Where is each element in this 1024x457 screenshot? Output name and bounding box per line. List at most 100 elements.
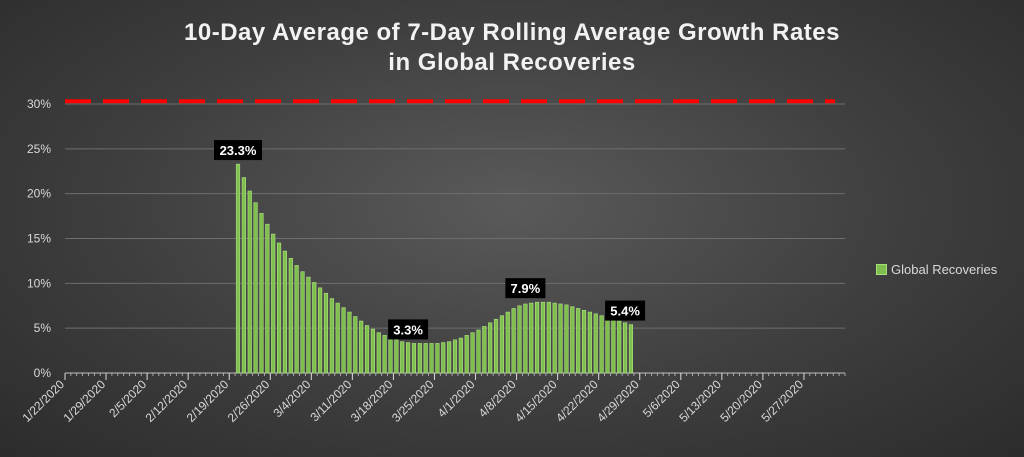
- bar[interactable]: [288, 257, 293, 374]
- y-tick-label: 25%: [27, 142, 51, 156]
- bar[interactable]: [447, 341, 452, 374]
- bar[interactable]: [423, 343, 428, 374]
- bar[interactable]: [364, 325, 370, 374]
- bar[interactable]: [271, 233, 276, 374]
- y-tick-label: 5%: [34, 321, 52, 335]
- bar[interactable]: [576, 308, 581, 374]
- bar[interactable]: [623, 322, 628, 374]
- bar[interactable]: [605, 317, 610, 374]
- bar[interactable]: [306, 276, 311, 374]
- legend[interactable]: Global Recoveries: [876, 262, 997, 277]
- bar[interactable]: [493, 318, 499, 374]
- bar[interactable]: [552, 302, 557, 374]
- bar[interactable]: [570, 306, 575, 374]
- x-tick-label: 5/20/2020: [717, 377, 765, 425]
- bar[interactable]: [247, 190, 252, 374]
- x-tick-label: 4/1/2020: [435, 377, 478, 420]
- data-label-box: [505, 278, 546, 299]
- bar[interactable]: [476, 329, 481, 374]
- bar[interactable]: [411, 343, 417, 374]
- x-tick-label: 3/11/2020: [307, 377, 354, 424]
- bar[interactable]: [593, 313, 598, 374]
- bar[interactable]: [323, 292, 329, 374]
- bar[interactable]: [394, 339, 399, 374]
- bar[interactable]: [617, 320, 622, 374]
- bar[interactable]: [265, 223, 270, 374]
- bar[interactable]: [235, 163, 241, 374]
- data-label-box: [605, 300, 646, 321]
- bar[interactable]: [511, 308, 516, 374]
- bar[interactable]: [241, 177, 246, 374]
- x-tick-label: 5/27/2020: [758, 377, 806, 425]
- bar[interactable]: [546, 301, 551, 374]
- bar[interactable]: [435, 343, 440, 374]
- bar[interactable]: [417, 343, 422, 374]
- bar[interactable]: [517, 305, 522, 374]
- x-tick-label: 4/22/2020: [553, 377, 601, 425]
- y-tick-label: 20%: [27, 187, 51, 201]
- bar[interactable]: [335, 302, 340, 374]
- bar[interactable]: [452, 339, 458, 374]
- bar[interactable]: [253, 202, 258, 374]
- x-tick-label: 2/26/2020: [225, 377, 273, 425]
- bar[interactable]: [470, 332, 475, 374]
- bar[interactable]: [400, 341, 405, 374]
- bar[interactable]: [406, 342, 411, 374]
- bar[interactable]: [441, 342, 446, 374]
- bar[interactable]: [581, 309, 587, 374]
- x-tick-label: 4/29/2020: [594, 377, 642, 425]
- legend-swatch: [876, 264, 887, 275]
- bar[interactable]: [628, 324, 634, 374]
- x-tick-label: 4/15/2020: [512, 377, 560, 425]
- bar[interactable]: [312, 282, 317, 374]
- data-label: 23.3%: [220, 143, 257, 158]
- x-tick-label: 3/25/2020: [389, 377, 437, 425]
- data-label: 7.9%: [511, 281, 541, 296]
- bar[interactable]: [499, 315, 504, 374]
- bar[interactable]: [587, 311, 592, 374]
- bar[interactable]: [329, 298, 334, 374]
- bar[interactable]: [529, 302, 534, 374]
- bar[interactable]: [276, 242, 282, 374]
- data-label: 3.3%: [393, 322, 423, 337]
- bar[interactable]: [558, 303, 563, 374]
- bar[interactable]: [282, 250, 287, 374]
- chart-title: 10-Day Average of 7-Day Rolling Average …: [184, 19, 840, 76]
- x-tick-label: 5/13/2020: [676, 377, 724, 425]
- x-tick-label: 2/12/2020: [143, 377, 191, 425]
- bar[interactable]: [564, 304, 569, 374]
- bar[interactable]: [458, 337, 463, 374]
- bar[interactable]: [611, 318, 616, 374]
- bar[interactable]: [505, 311, 510, 374]
- bar[interactable]: [300, 271, 305, 374]
- bar[interactable]: [318, 287, 323, 374]
- y-tick-label: 10%: [27, 276, 51, 290]
- bar[interactable]: [294, 265, 299, 374]
- bar[interactable]: [540, 301, 546, 374]
- x-tick-label: 1/22/2020: [19, 377, 67, 425]
- legend-label: Global Recoveries: [891, 262, 998, 277]
- bar[interactable]: [464, 335, 469, 374]
- x-tick-label: 1/29/2020: [61, 377, 109, 425]
- bar[interactable]: [370, 328, 375, 374]
- bar[interactable]: [347, 311, 352, 374]
- bar[interactable]: [341, 307, 346, 374]
- bar[interactable]: [376, 332, 381, 374]
- bar[interactable]: [429, 343, 434, 374]
- data-label-box: [388, 319, 429, 340]
- data-label: 5.4%: [610, 304, 640, 319]
- data-label-box: [214, 140, 263, 161]
- bar[interactable]: [482, 326, 487, 374]
- bar[interactable]: [488, 322, 493, 374]
- bar[interactable]: [388, 337, 393, 374]
- bar[interactable]: [535, 301, 540, 374]
- y-tick-label: 30%: [27, 97, 51, 111]
- bar[interactable]: [259, 213, 264, 374]
- y-tick-label: 0%: [34, 366, 52, 380]
- bar[interactable]: [382, 335, 387, 374]
- bar[interactable]: [523, 303, 528, 374]
- bar[interactable]: [599, 315, 604, 374]
- bar[interactable]: [353, 316, 358, 374]
- bar[interactable]: [359, 320, 364, 374]
